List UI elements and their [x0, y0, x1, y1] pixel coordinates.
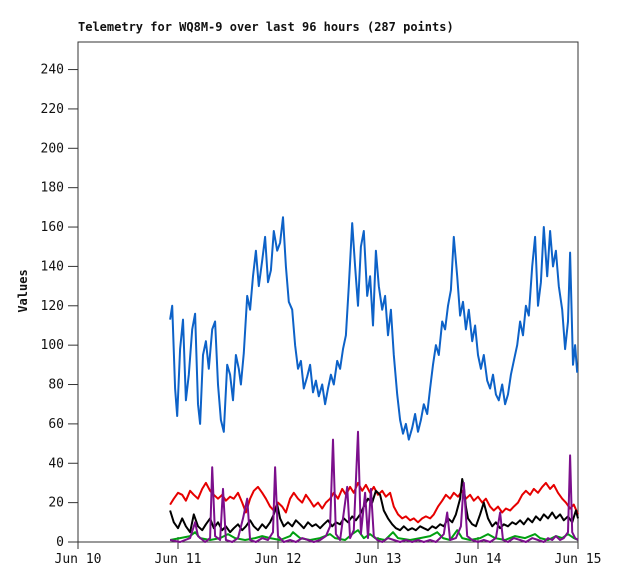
- x-tick-label: Jun 14: [455, 552, 502, 567]
- y-axis-label: Values: [16, 269, 30, 312]
- y-tick-label: 240: [41, 63, 64, 78]
- y-tick-label: 60: [48, 417, 64, 432]
- x-tick-label: Jun 12: [255, 552, 302, 567]
- y-tick-label: 80: [48, 378, 64, 393]
- x-tick-label: Jun 10: [55, 552, 102, 567]
- series-layer: [169, 216, 579, 543]
- series-channel-red: [169, 481, 579, 524]
- y-tick-label: 220: [41, 102, 64, 117]
- plot-frame: [77, 41, 579, 543]
- y-tick-label: 40: [48, 456, 64, 471]
- y-tick-label: 140: [41, 259, 64, 274]
- chart-title: Telemetry for WQ8M-9 over last 96 hours …: [78, 20, 454, 34]
- y-tick-label: 120: [41, 299, 64, 314]
- x-tick-label: Jun 11: [155, 552, 202, 567]
- y-tick-label: 160: [41, 220, 64, 235]
- x-tick-label: Jun 13: [355, 552, 402, 567]
- series-channel-blue: [169, 216, 579, 441]
- y-tick-label: 20: [48, 496, 64, 511]
- y-tick-label: 100: [41, 338, 64, 353]
- y-tick-label: 200: [41, 141, 64, 156]
- y-tick-label: 180: [41, 181, 64, 196]
- series-channel-purple: [169, 430, 579, 543]
- y-tick-label: 0: [56, 535, 64, 550]
- x-tick-label: Jun 15: [555, 552, 602, 567]
- axes-layer: Jun 10 Jun 11 Jun 12 Jun 13 Jun 14 Jun 15 0 20 4…: [41, 63, 602, 567]
